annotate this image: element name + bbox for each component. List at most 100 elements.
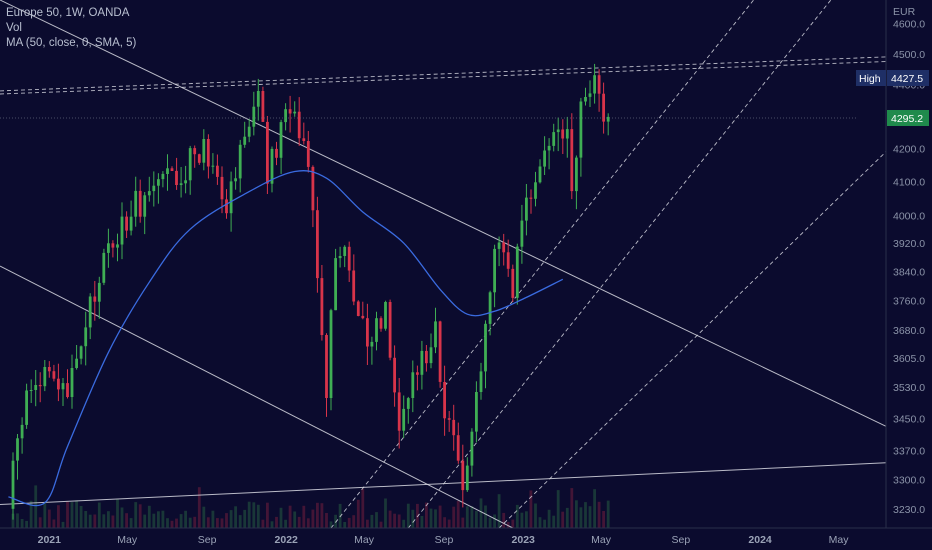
candle-body bbox=[306, 141, 310, 167]
candle-body bbox=[338, 256, 342, 259]
volume-bar bbox=[266, 502, 269, 528]
volume-bar bbox=[443, 517, 446, 528]
y-tick-label: 3920.0 bbox=[893, 238, 925, 250]
candle-body bbox=[129, 216, 133, 231]
candle-body bbox=[157, 179, 160, 186]
volume-indicator-label[interactable]: Vol bbox=[6, 22, 22, 34]
candle-body bbox=[125, 216, 128, 231]
volume-bar bbox=[366, 519, 369, 528]
volume-bars bbox=[11, 485, 610, 528]
volume-bar bbox=[229, 510, 233, 528]
y-tick-label: 3840.0 bbox=[893, 266, 925, 278]
candle-body bbox=[88, 296, 92, 328]
candle-body bbox=[25, 390, 28, 425]
candle-body bbox=[29, 390, 33, 391]
high-value-text: 4427.5 bbox=[891, 73, 923, 85]
trendline-4 bbox=[0, 56, 887, 92]
x-tick-label: 2021 bbox=[38, 534, 62, 546]
volume-bar bbox=[406, 503, 410, 528]
volume-bar bbox=[293, 511, 297, 528]
candle-body bbox=[256, 91, 260, 107]
volume-bar bbox=[202, 506, 206, 528]
candle-body bbox=[456, 435, 460, 461]
volume-bar bbox=[497, 494, 501, 528]
volume-bar bbox=[138, 504, 142, 528]
candle-body bbox=[329, 310, 333, 398]
volume-bar bbox=[166, 518, 169, 528]
candle-body bbox=[93, 296, 97, 302]
volume-bar bbox=[57, 505, 60, 528]
volume-bar bbox=[402, 519, 406, 528]
volume-bar bbox=[52, 519, 56, 528]
volume-bar bbox=[220, 518, 224, 528]
y-tick-label: 3450.0 bbox=[893, 413, 925, 425]
volume-bar bbox=[43, 501, 47, 528]
volume-bar bbox=[397, 514, 401, 528]
candle-body bbox=[334, 258, 337, 311]
volume-bar bbox=[556, 490, 560, 528]
volume-bar bbox=[525, 511, 528, 528]
volume-bar bbox=[361, 488, 365, 528]
volume-bar bbox=[352, 515, 356, 528]
candle-body bbox=[266, 121, 269, 184]
candle-body bbox=[206, 139, 210, 167]
candle-body bbox=[43, 367, 47, 387]
x-axis-panel[interactable] bbox=[0, 528, 932, 550]
candle-body bbox=[588, 93, 592, 97]
candle-body bbox=[247, 126, 251, 137]
volume-bar bbox=[88, 514, 92, 528]
candle-body bbox=[97, 282, 101, 302]
candle-body bbox=[402, 408, 406, 431]
candle-body bbox=[538, 166, 542, 183]
y-tick-label: 3605.0 bbox=[893, 353, 925, 365]
symbol-title[interactable]: Europe 50, 1W, OANDA bbox=[6, 7, 130, 19]
volume-bar bbox=[134, 502, 138, 528]
candle-body bbox=[379, 318, 383, 329]
last-price-marker: 4295.2 bbox=[887, 110, 929, 126]
candle-body bbox=[179, 183, 183, 185]
candle-body bbox=[293, 111, 297, 114]
candle-body bbox=[484, 323, 487, 372]
volume-bar bbox=[152, 513, 156, 528]
candle-body bbox=[429, 347, 433, 364]
volume-bar bbox=[547, 509, 551, 528]
volume-bar bbox=[429, 508, 433, 528]
volume-bar bbox=[225, 513, 228, 528]
candle-body bbox=[602, 93, 605, 122]
volume-bar bbox=[107, 511, 110, 528]
candle-body bbox=[134, 190, 138, 217]
candle-body bbox=[556, 129, 560, 133]
volume-bar bbox=[157, 511, 160, 528]
volume-bar bbox=[84, 511, 88, 528]
candle-body bbox=[438, 321, 442, 382]
candle-body bbox=[47, 367, 51, 372]
last-price-text: 4295.2 bbox=[891, 113, 923, 125]
candle-body bbox=[279, 122, 283, 158]
volume-bar bbox=[420, 516, 424, 528]
candle-body bbox=[493, 248, 496, 293]
candle-body bbox=[66, 383, 69, 397]
y-axis-panel[interactable] bbox=[886, 0, 932, 528]
candle-body bbox=[434, 321, 437, 348]
candle-body bbox=[152, 185, 156, 192]
volume-bar bbox=[11, 513, 15, 528]
volume-bar bbox=[25, 520, 28, 528]
candle-body bbox=[216, 165, 219, 177]
x-axis-ticks: 2021 May Sep 2022 May Sep 2023 May Sep 2024 May bbox=[38, 534, 850, 546]
high-label-badge bbox=[856, 70, 886, 86]
candle-body bbox=[520, 220, 524, 247]
volume-bar bbox=[302, 505, 306, 528]
volume-bar bbox=[584, 502, 587, 528]
volume-bar bbox=[456, 501, 460, 528]
moving-average-label[interactable]: MA (50, close, 0, SMA, 5) bbox=[6, 37, 137, 49]
volume-bar bbox=[197, 487, 201, 528]
candle-body bbox=[202, 139, 206, 163]
candle-body bbox=[370, 341, 374, 347]
candle-body bbox=[79, 346, 83, 359]
chart-legend: Europe 50, 1W, OANDA Vol MA (50, close, … bbox=[6, 6, 136, 51]
y-tick-label: 3530.0 bbox=[893, 382, 925, 394]
y-tick-label: 4500.0 bbox=[893, 49, 925, 61]
volume-bar bbox=[375, 512, 378, 528]
candle-body bbox=[416, 372, 419, 375]
